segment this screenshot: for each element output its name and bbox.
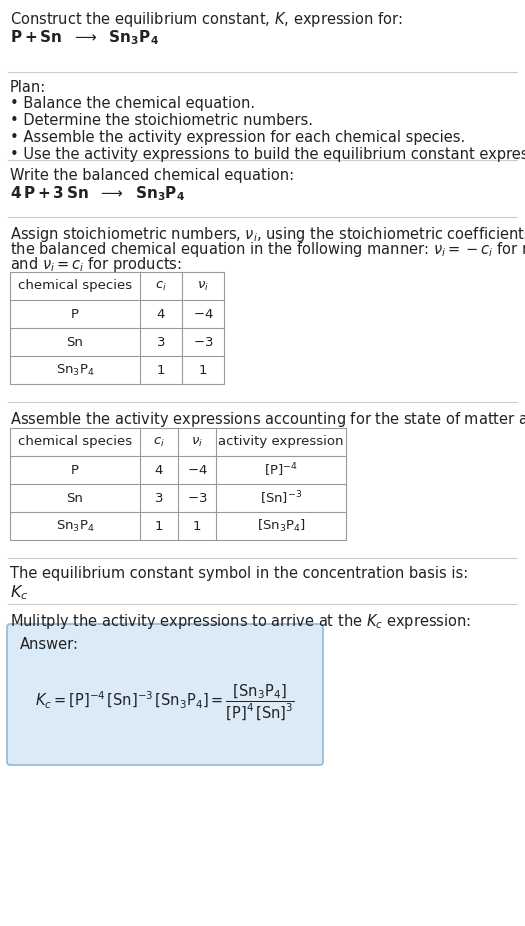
- Text: $K_c = [\mathrm{P}]^{-4}\,[\mathrm{Sn}]^{-3}\,[\mathrm{Sn_3P_4}] = \dfrac{[\math: $K_c = [\mathrm{P}]^{-4}\,[\mathrm{Sn}]^…: [35, 682, 295, 722]
- Text: 1: 1: [155, 519, 163, 532]
- Text: chemical species: chemical species: [18, 280, 132, 293]
- Text: • Determine the stoichiometric numbers.: • Determine the stoichiometric numbers.: [10, 113, 313, 128]
- Text: 3: 3: [155, 492, 163, 505]
- Text: $\mathrm{Sn_3P_4}$: $\mathrm{Sn_3P_4}$: [56, 519, 94, 533]
- Text: $K_c$: $K_c$: [10, 583, 28, 602]
- Text: $-4$: $-4$: [193, 307, 213, 320]
- Text: Assemble the activity expressions accounting for the state of matter and $\nu_i$: Assemble the activity expressions accoun…: [10, 410, 525, 429]
- Text: $[\mathrm{P}]^{-4}$: $[\mathrm{P}]^{-4}$: [264, 461, 298, 479]
- Text: The equilibrium constant symbol in the concentration basis is:: The equilibrium constant symbol in the c…: [10, 566, 468, 581]
- Text: 1: 1: [199, 364, 207, 377]
- Text: chemical species: chemical species: [18, 435, 132, 448]
- Text: Sn: Sn: [67, 492, 83, 505]
- Text: $\mathbf{P + Sn}$  $\longrightarrow$  $\mathbf{Sn_3P_4}$: $\mathbf{P + Sn}$ $\longrightarrow$ $\ma…: [10, 28, 159, 46]
- Text: 1: 1: [193, 519, 201, 532]
- Text: P: P: [71, 307, 79, 320]
- Text: $[\mathrm{Sn_3P_4}]$: $[\mathrm{Sn_3P_4}]$: [257, 518, 306, 534]
- Text: activity expression: activity expression: [218, 435, 344, 448]
- Text: Plan:: Plan:: [10, 80, 46, 95]
- Text: • Balance the chemical equation.: • Balance the chemical equation.: [10, 96, 255, 111]
- Text: Mulitply the activity expressions to arrive at the $K_c$ expression:: Mulitply the activity expressions to arr…: [10, 612, 471, 631]
- Text: • Use the activity expressions to build the equilibrium constant expression.: • Use the activity expressions to build …: [10, 147, 525, 162]
- Text: $-3$: $-3$: [187, 492, 207, 505]
- Text: $\nu_i$: $\nu_i$: [197, 280, 209, 293]
- Text: 4: 4: [155, 464, 163, 477]
- Text: • Assemble the activity expression for each chemical species.: • Assemble the activity expression for e…: [10, 130, 465, 145]
- Bar: [10, 272, 224, 384]
- Text: 4: 4: [157, 307, 165, 320]
- Text: $-4$: $-4$: [186, 464, 207, 477]
- Text: Sn: Sn: [67, 335, 83, 348]
- Text: $[\mathrm{Sn}]^{-3}$: $[\mathrm{Sn}]^{-3}$: [260, 489, 302, 507]
- Text: $\nu_i$: $\nu_i$: [191, 435, 203, 448]
- Text: Construct the equilibrium constant, $K$, expression for:: Construct the equilibrium constant, $K$,…: [10, 10, 403, 29]
- Text: and $\nu_i = c_i$ for products:: and $\nu_i = c_i$ for products:: [10, 255, 182, 274]
- Text: 3: 3: [157, 335, 165, 348]
- Bar: [10, 428, 346, 540]
- Text: $\mathbf{4\,P + 3\,Sn}$  $\longrightarrow$  $\mathbf{Sn_3P_4}$: $\mathbf{4\,P + 3\,Sn}$ $\longrightarrow…: [10, 184, 185, 203]
- Text: Write the balanced chemical equation:: Write the balanced chemical equation:: [10, 168, 294, 183]
- Text: $-3$: $-3$: [193, 335, 213, 348]
- FancyBboxPatch shape: [7, 624, 323, 765]
- Text: the balanced chemical equation in the following manner: $\nu_i = -c_i$ for react: the balanced chemical equation in the fo…: [10, 240, 525, 259]
- Text: 1: 1: [157, 364, 165, 377]
- Text: P: P: [71, 464, 79, 477]
- Text: Answer:: Answer:: [20, 637, 79, 652]
- Text: $\mathrm{Sn_3P_4}$: $\mathrm{Sn_3P_4}$: [56, 362, 94, 378]
- Text: Assign stoichiometric numbers, $\nu_i$, using the stoichiometric coefficients, $: Assign stoichiometric numbers, $\nu_i$, …: [10, 225, 525, 244]
- Text: $c_i$: $c_i$: [155, 280, 167, 293]
- Text: $c_i$: $c_i$: [153, 435, 165, 448]
